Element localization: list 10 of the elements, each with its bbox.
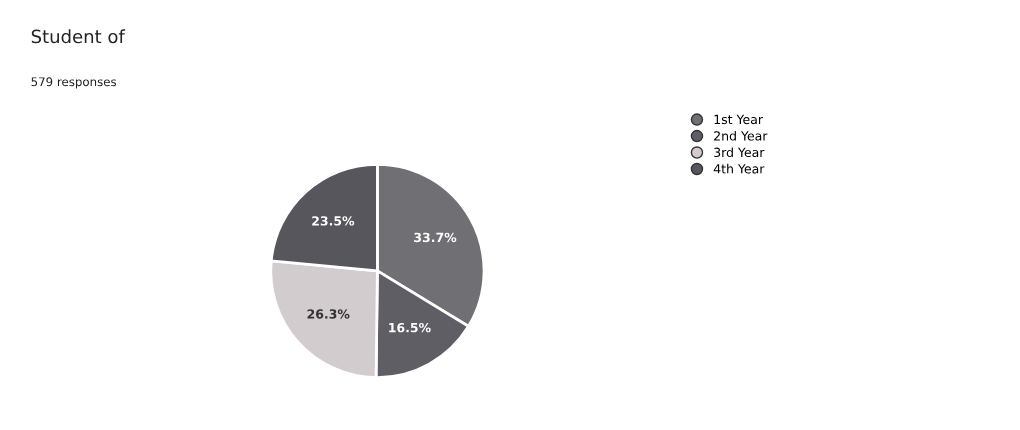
legend-label: 2nd Year (714, 130, 768, 141)
data-label: 16.5% (389, 322, 431, 333)
data-label: 23.5% (312, 216, 355, 226)
legend-label: 3rd Year (714, 147, 765, 158)
legend-label: 1st Year (714, 114, 764, 125)
legend-label: 4th Year (713, 163, 765, 174)
text: Student of (31, 29, 126, 44)
data-label: 33.7% (414, 232, 457, 243)
text: 579 responses (31, 77, 117, 89)
data-label: 26.3% (307, 309, 350, 319)
